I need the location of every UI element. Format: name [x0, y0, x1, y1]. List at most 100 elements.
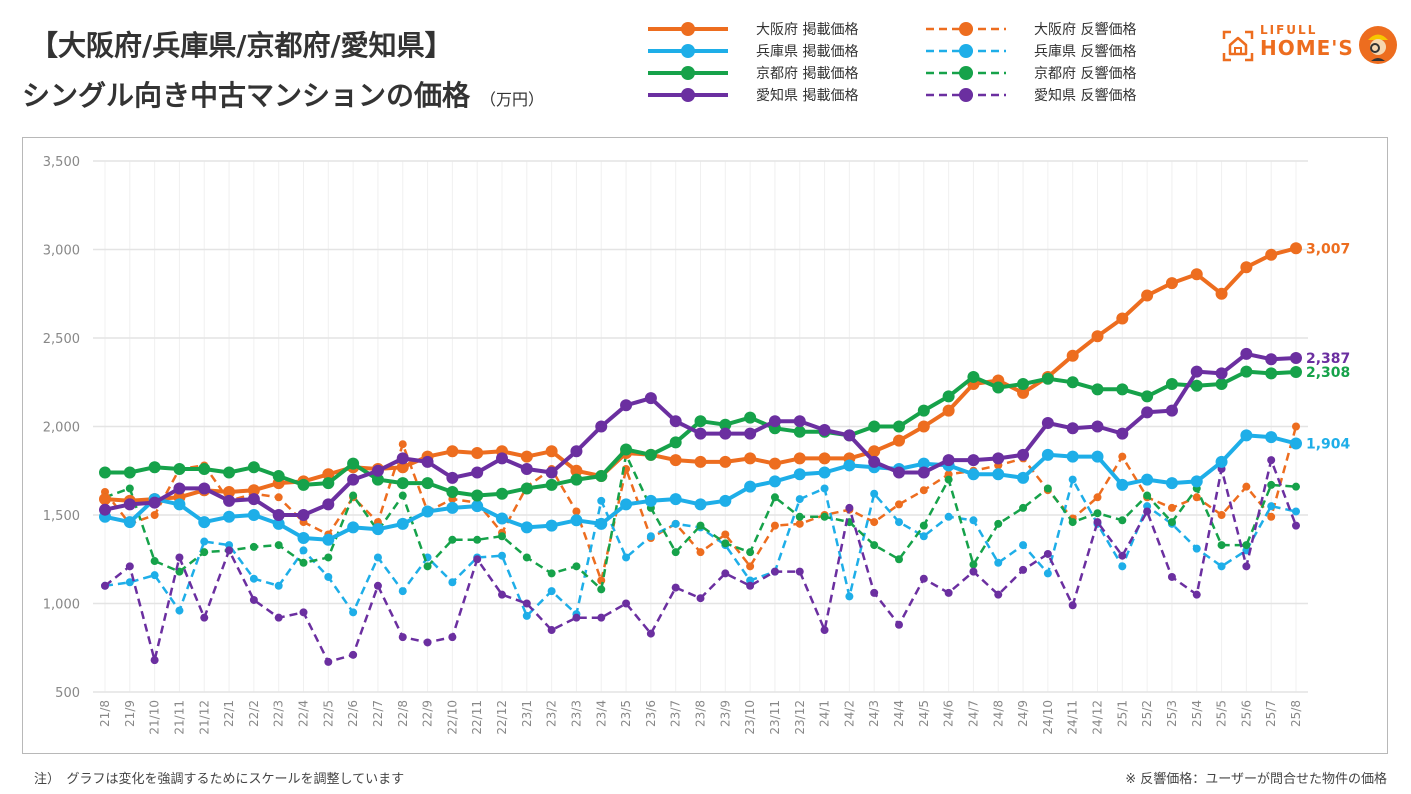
data-point: [572, 507, 581, 516]
data-point: [820, 484, 829, 493]
data-point: [868, 455, 881, 468]
legend-swatch: [926, 44, 1006, 58]
data-point: [795, 495, 804, 504]
data-point: [895, 518, 903, 527]
data-point: [123, 498, 136, 511]
legend-swatch: [926, 88, 1006, 102]
data-point: [247, 509, 260, 521]
data-point: [694, 455, 707, 468]
data-point: [694, 415, 707, 428]
data-point: [446, 485, 459, 498]
x-tick-label: 22/10: [445, 700, 459, 735]
data-point: [520, 450, 533, 463]
data-point: [1265, 353, 1278, 366]
mascot-icon: [1359, 26, 1397, 64]
data-point: [198, 462, 211, 475]
data-point: [173, 482, 186, 495]
x-tick-label: 22/6: [346, 700, 360, 727]
data-point: [1190, 365, 1203, 378]
x-tick-label: 25/6: [1239, 700, 1253, 727]
x-tick-label: 24/2: [842, 700, 856, 727]
data-point: [324, 572, 333, 581]
data-point: [1215, 378, 1228, 391]
x-tick-label: 23/9: [718, 700, 732, 727]
chart-unit-label: （万円）: [480, 90, 545, 109]
data-point: [570, 514, 583, 527]
data-point: [746, 548, 755, 557]
data-point: [1192, 544, 1201, 553]
data-point: [324, 657, 333, 666]
data-point: [1242, 541, 1251, 550]
data-point: [597, 613, 606, 622]
data-point: [795, 519, 804, 528]
data-point: [1240, 365, 1253, 378]
data-point: [545, 519, 558, 532]
data-point: [622, 553, 631, 562]
data-point: [1290, 352, 1302, 365]
data-point: [1066, 422, 1079, 435]
data-point: [396, 477, 409, 490]
data-point: [1068, 518, 1077, 527]
x-tick-label: 25/3: [1165, 700, 1179, 727]
x-tick-label: 25/7: [1264, 700, 1278, 727]
data-point: [322, 477, 335, 490]
data-point: [944, 512, 953, 521]
data-point: [595, 420, 608, 433]
data-point: [942, 454, 955, 467]
data-point: [1265, 248, 1278, 261]
data-point: [1265, 431, 1278, 444]
x-tick-label: 22/8: [396, 700, 410, 727]
x-tick-label: 22/11: [470, 700, 484, 735]
data-point: [1019, 503, 1028, 512]
data-point: [421, 477, 434, 490]
data-point: [1041, 372, 1054, 385]
data-point: [247, 484, 260, 497]
data-point: [818, 424, 831, 437]
data-point: [200, 548, 209, 557]
data-point: [349, 491, 358, 500]
data-point: [919, 574, 928, 583]
data-point: [893, 420, 905, 433]
y-tick-label: 3,000: [43, 244, 80, 259]
x-tick-label: 23/6: [644, 700, 658, 727]
data-point: [746, 562, 755, 571]
data-point: [967, 468, 980, 481]
data-point: [200, 613, 209, 622]
data-point: [1068, 475, 1077, 484]
data-point: [398, 491, 407, 500]
data-point: [893, 434, 905, 447]
data-point: [247, 461, 260, 474]
data-point: [770, 567, 779, 576]
legend-label: 兵庫県 掲載価格: [756, 44, 859, 60]
data-point: [919, 486, 928, 495]
logo-line1: LIFULL: [1260, 23, 1318, 37]
data-point: [793, 452, 806, 465]
x-tick-label: 22/9: [421, 700, 435, 727]
data-point: [969, 567, 978, 576]
x-tick-label: 24/9: [1016, 700, 1030, 727]
x-tick-label: 23/3: [569, 700, 583, 727]
x-tick-label: 21/11: [172, 700, 186, 735]
data-point: [520, 462, 533, 475]
data-point: [1066, 450, 1079, 463]
data-point: [99, 493, 111, 506]
data-point: [942, 404, 955, 417]
logo-line2: HOME'S: [1260, 36, 1354, 60]
data-point: [1017, 448, 1030, 461]
data-point: [1118, 452, 1127, 461]
data-point: [223, 510, 236, 523]
data-point: [1292, 507, 1300, 516]
data-point: [1265, 367, 1278, 380]
data-point: [1091, 450, 1104, 463]
data-point: [272, 509, 285, 521]
x-tick-label: 22/1: [222, 700, 236, 727]
data-point: [644, 392, 657, 405]
chart-legend: 大阪府 掲載価格 兵庫県 掲載価格 京都府 掲載価格 愛知県 掲載価格 大阪府 反響価格…: [648, 18, 1188, 118]
data-point: [992, 452, 1005, 465]
x-tick-label: 21/12: [197, 700, 211, 735]
data-point: [768, 415, 781, 428]
data-point: [522, 611, 531, 620]
data-point: [498, 590, 506, 599]
x-tick-label: 22/12: [495, 700, 509, 735]
data-point: [347, 473, 360, 486]
